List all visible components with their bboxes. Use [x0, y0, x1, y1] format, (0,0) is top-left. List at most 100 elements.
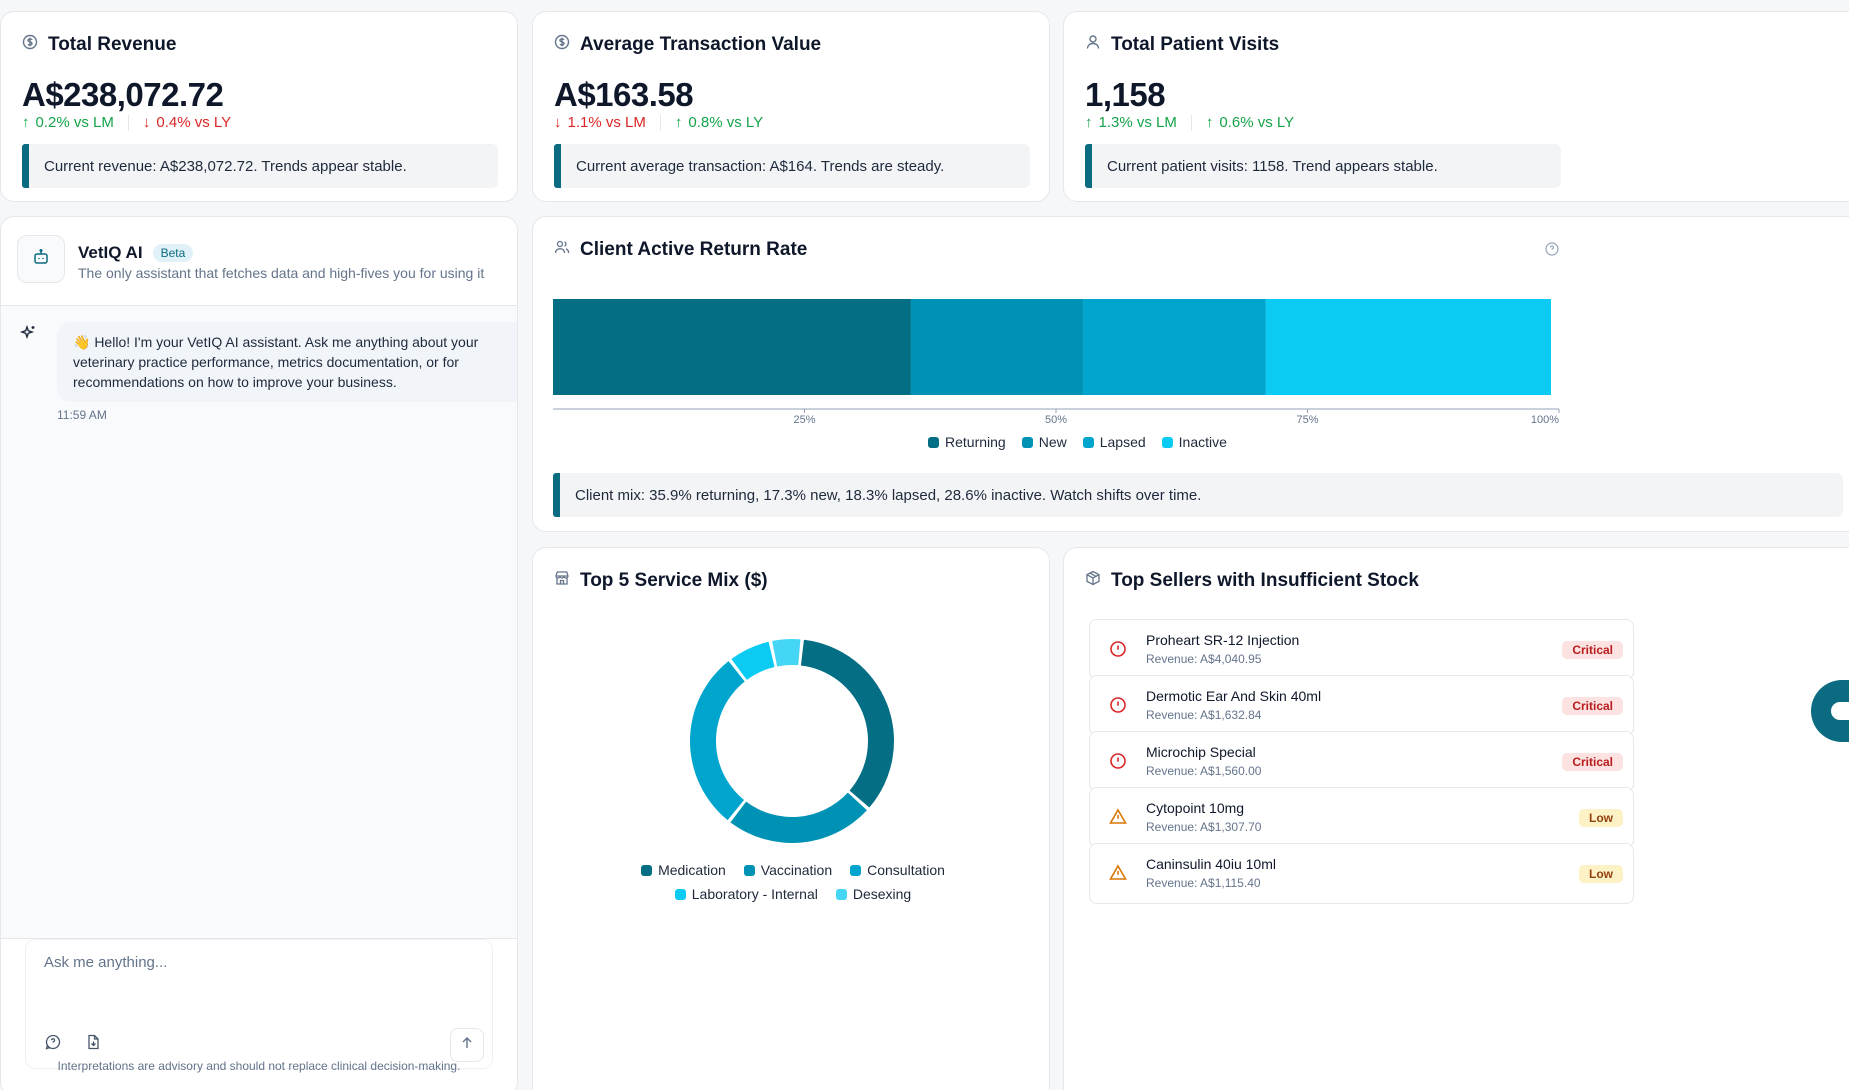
legend-item-returning: Returning [928, 434, 1006, 450]
donut-slice-vaccination[interactable] [730, 792, 867, 843]
stock-item-revenue: Revenue: A$1,307.70 [1146, 820, 1262, 834]
legend-item-vaccination: Vaccination [743, 862, 832, 878]
kpi-title-text: Average Transaction Value [580, 34, 822, 55]
service-mix-legend: Medication Vaccination Consultation Laborat… [563, 862, 1023, 902]
kpi-value: A$163.58 [554, 76, 694, 113]
stock-item[interactable]: Microchip Special Revenue: A$1,560.00 Cr… [1089, 731, 1634, 792]
trend-ly: ↓ 0.4% vs LY [142, 114, 232, 131]
legend-label: Returning [945, 434, 1006, 450]
kpi-value: 1,158 [1085, 76, 1166, 113]
stock-item-name: Cytopoint 10mg [1146, 800, 1245, 816]
legend-swatch [928, 436, 939, 448]
legend-swatch [674, 888, 686, 900]
trend-ly: ↑ 0.6% vs LY [1205, 114, 1295, 131]
service-mix-title: Top 5 Service Mix ($) [554, 570, 768, 592]
disclaimer: Interpretations are advisory and should … [57, 1059, 461, 1073]
stock-item-revenue: Revenue: A$1,632.84 [1146, 708, 1262, 722]
legend-item-medication: Medication [641, 862, 726, 878]
return-rate-title: Client Active Return Rate [554, 239, 807, 261]
info-icon[interactable] [1545, 242, 1559, 261]
legend-label: Lapsed [1099, 434, 1146, 450]
trend-lm: ↓ 1.1% vs LM [554, 114, 646, 131]
donut-slice-laboratory-internal[interactable] [731, 641, 775, 680]
stock-item[interactable]: Dermotic Ear And Skin 40ml Revenue: A$1,… [1089, 675, 1634, 736]
stock-card: Top Sellers with Insufficient Stock Proh… [1063, 547, 1849, 1090]
stock-item[interactable]: Cytopoint 10mg Revenue: A$1,307.70 Low [1089, 787, 1634, 848]
legend-swatch [1021, 436, 1033, 448]
chat-input[interactable] [44, 954, 444, 971]
trend-lm: ↑ 1.3% vs LM [1085, 114, 1177, 131]
assistant-subtitle: The only assistant that fetches data and… [78, 265, 485, 281]
warning-triangle-icon [1108, 807, 1128, 827]
kpi-value: A$238,072.72 [22, 76, 224, 113]
kpi-title-text: Total Revenue [48, 34, 177, 55]
donut-slice-desexing[interactable] [772, 639, 801, 667]
warning-triangle-icon [1108, 863, 1128, 883]
chat-input-box [25, 939, 493, 1069]
alert-circle-icon [1108, 695, 1128, 715]
legend-label: New [1038, 434, 1067, 450]
chat-messages[interactable]: 👋 Hello! I'm your VetIQ AI assistant. As… [1, 306, 517, 939]
trend-lm: ↑ 0.2% vs LM [22, 114, 114, 131]
legend-swatch [1082, 436, 1094, 448]
bot-avatar [17, 235, 65, 283]
arrow-up-icon: ↑ [1205, 114, 1214, 131]
kpi-trends: ↑ 1.3% vs LM ↑ 0.6% vs LY [1085, 114, 1294, 131]
stock-item-name: Caninsulin 40iu 10ml [1146, 856, 1276, 872]
bar-segment-lapsed[interactable] [1083, 299, 1266, 395]
dollar-circle-icon [554, 34, 570, 56]
legend-label: Laboratory - Internal [691, 886, 818, 902]
legend-swatch [835, 888, 847, 900]
return-rate-chart: 25% 50% 75% 100% [553, 299, 1560, 426]
arrow-down-icon: ↓ [142, 114, 151, 131]
stock-item-name: Dermotic Ear And Skin 40ml [1146, 688, 1322, 704]
legend-swatch [743, 864, 755, 876]
kpi-note: Current patient visits: 1158. Trend appe… [1085, 144, 1561, 188]
kpi-card-revenue: Total Revenue A$238,072.72 ↑ 0.2% vs LM ↓… [0, 11, 518, 202]
stock-item-name: Microchip Special [1146, 744, 1256, 760]
stock-item-revenue: Revenue: A$1,115.40 [1146, 876, 1261, 890]
donut-slice-medication[interactable] [800, 639, 894, 808]
legend-label: Desexing [852, 886, 912, 902]
x-tick-label: 75% [1296, 414, 1318, 426]
kpi-title: Average Transaction Value [554, 34, 821, 56]
dollar-circle-icon [22, 34, 38, 56]
return-rate-note: Client mix: 35.9% returning, 17.3% new, … [553, 473, 1843, 517]
legend-item-new: New [1021, 434, 1067, 450]
legend-label: Medication [658, 862, 726, 878]
stock-item[interactable]: Proheart SR-12 Injection Revenue: A$4,04… [1089, 619, 1634, 680]
kpi-trends: ↑ 0.2% vs LM ↓ 0.4% vs LY [22, 114, 231, 131]
kpi-note: Current average transaction: A$164. Tren… [554, 144, 1030, 188]
kpi-title: Total Revenue [22, 34, 176, 56]
stock-item[interactable]: Caninsulin 40iu 10ml Revenue: A$1,115.40… [1089, 843, 1634, 904]
service-mix-card: Top 5 Service Mix ($) Medication Vaccinat… [532, 547, 1050, 1090]
help-chat-icon[interactable] [41, 1030, 65, 1054]
assistant-name: VetIQ AI Beta [78, 243, 194, 263]
kpi-note: Current revenue: A$238,072.72. Trends ap… [22, 144, 498, 188]
service-mix-donut [690, 639, 894, 843]
legend-swatch [850, 864, 862, 876]
status-badge: Critical [1562, 753, 1623, 771]
bar-segment-inactive[interactable] [1265, 299, 1551, 395]
kpi-card-avg-transaction: Average Transaction Value A$163.58 ↓ 1.1%… [532, 11, 1050, 202]
bar-segment-returning[interactable] [553, 299, 911, 395]
send-button[interactable] [450, 1028, 484, 1062]
attach-file-icon[interactable] [81, 1030, 105, 1054]
arrow-up-icon: ↑ [1085, 114, 1093, 131]
return-rate-legend: Returning New Lapsed Inactive [928, 434, 1227, 450]
legend-item-desexing: Desexing [835, 886, 912, 902]
return-rate-card: Client Active Return Rate 25% 50% 75% 100% … [532, 216, 1849, 532]
bar-segment-new[interactable] [910, 299, 1084, 395]
legend-swatch [1161, 436, 1173, 448]
status-badge: Low [1579, 865, 1623, 883]
arrow-down-icon: ↓ [554, 114, 562, 131]
stock-item-revenue: Revenue: A$4,040.95 [1146, 652, 1262, 666]
donut-slice-consultation[interactable] [690, 661, 745, 821]
legend-label: Consultation [867, 862, 945, 878]
legend-label: Inactive [1178, 434, 1227, 450]
status-badge: Low [1579, 809, 1623, 827]
arrow-up-icon: ↑ [22, 114, 30, 131]
chat-panel: VetIQ AI Beta The only assistant that fe… [0, 216, 518, 1090]
status-badge: Critical [1562, 641, 1623, 659]
message-timestamp: 11:59 AM [57, 408, 107, 422]
